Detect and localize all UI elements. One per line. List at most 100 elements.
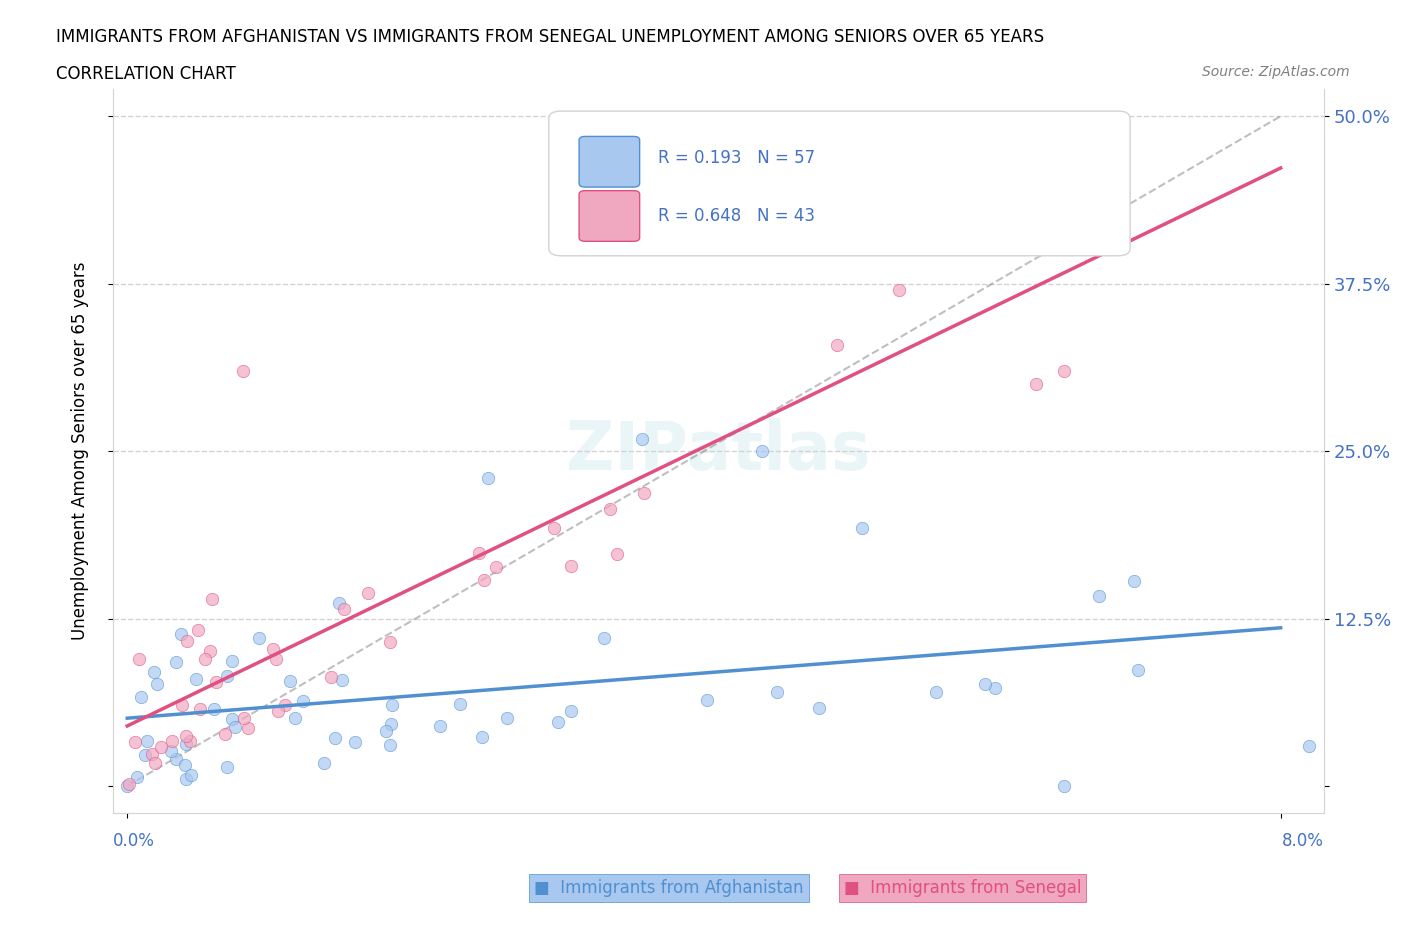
Text: R = 0.648   N = 43: R = 0.648 N = 43 bbox=[658, 207, 815, 225]
Text: Source: ZipAtlas.com: Source: ZipAtlas.com bbox=[1202, 65, 1350, 79]
Point bbox=[278, 673, 301, 688]
Point bbox=[160, 733, 183, 748]
Point bbox=[468, 546, 491, 561]
Point bbox=[198, 644, 221, 658]
Point bbox=[472, 572, 495, 587]
Point bbox=[606, 547, 628, 562]
Point bbox=[449, 697, 471, 711]
Point bbox=[194, 652, 217, 667]
Point bbox=[1088, 589, 1111, 604]
Point bbox=[631, 432, 654, 446]
Point bbox=[751, 444, 773, 458]
Point bbox=[232, 364, 254, 379]
Point bbox=[496, 711, 519, 725]
Point bbox=[141, 746, 163, 761]
Point bbox=[319, 670, 342, 684]
Point bbox=[165, 752, 187, 767]
Point bbox=[188, 701, 211, 716]
Point bbox=[314, 755, 336, 770]
Point bbox=[201, 591, 224, 606]
Point bbox=[187, 622, 209, 637]
Point bbox=[485, 560, 508, 575]
Text: 0.0%: 0.0% bbox=[112, 832, 155, 850]
Point bbox=[150, 740, 173, 755]
Point bbox=[180, 767, 202, 782]
Point bbox=[134, 747, 156, 762]
Point bbox=[333, 601, 356, 616]
Y-axis label: Unemployment Among Seniors over 65 years: Unemployment Among Seniors over 65 years bbox=[72, 262, 89, 641]
Point bbox=[851, 520, 873, 535]
Point bbox=[1123, 574, 1146, 589]
FancyBboxPatch shape bbox=[579, 137, 640, 187]
Point bbox=[471, 729, 494, 744]
Text: 8.0%: 8.0% bbox=[1282, 832, 1324, 850]
Point bbox=[328, 596, 350, 611]
Point bbox=[1033, 232, 1056, 246]
Point bbox=[267, 703, 290, 718]
Text: CORRELATION CHART: CORRELATION CHART bbox=[56, 65, 236, 83]
Point bbox=[247, 631, 270, 645]
Point bbox=[214, 727, 236, 742]
Point bbox=[124, 735, 146, 750]
Point bbox=[264, 652, 287, 667]
Point bbox=[135, 734, 157, 749]
Point bbox=[560, 559, 582, 574]
Point bbox=[146, 676, 169, 691]
Point bbox=[224, 719, 246, 734]
Point bbox=[143, 665, 166, 680]
Point bbox=[221, 654, 243, 669]
Point bbox=[170, 627, 193, 642]
Point bbox=[1053, 364, 1076, 379]
Point bbox=[215, 669, 238, 684]
Point bbox=[381, 698, 404, 712]
Point bbox=[215, 760, 238, 775]
Point bbox=[547, 714, 569, 729]
Point bbox=[221, 711, 243, 726]
Point bbox=[375, 724, 398, 738]
Point bbox=[202, 701, 225, 716]
Text: IMMIGRANTS FROM AFGHANISTAN VS IMMIGRANTS FROM SENEGAL UNEMPLOYMENT AMONG SENIOR: IMMIGRANTS FROM AFGHANISTAN VS IMMIGRANT… bbox=[56, 28, 1045, 46]
Point bbox=[357, 586, 380, 601]
Point bbox=[128, 651, 150, 666]
Point bbox=[477, 471, 499, 485]
Text: ZIPatlas: ZIPatlas bbox=[567, 418, 870, 485]
Point bbox=[236, 721, 259, 736]
Point bbox=[127, 770, 149, 785]
Point bbox=[1298, 738, 1320, 753]
Point bbox=[117, 778, 139, 793]
Point bbox=[325, 731, 347, 746]
FancyBboxPatch shape bbox=[548, 111, 1130, 256]
Point bbox=[380, 717, 402, 732]
Point bbox=[765, 684, 787, 699]
Point bbox=[283, 711, 305, 725]
Point bbox=[825, 338, 848, 352]
Point bbox=[560, 703, 582, 718]
Point bbox=[143, 755, 166, 770]
Point bbox=[1053, 778, 1076, 793]
Point bbox=[176, 634, 198, 649]
Point bbox=[129, 689, 152, 704]
Point bbox=[378, 738, 401, 753]
Point bbox=[378, 634, 401, 649]
Point bbox=[174, 772, 197, 787]
Point bbox=[1025, 377, 1047, 392]
Point bbox=[184, 671, 207, 686]
Point bbox=[1126, 663, 1149, 678]
Point bbox=[633, 485, 655, 500]
Point bbox=[233, 711, 256, 725]
Point bbox=[344, 735, 367, 750]
Point bbox=[984, 681, 1007, 696]
Point bbox=[808, 700, 831, 715]
Point bbox=[262, 642, 284, 657]
Point bbox=[925, 684, 948, 699]
Point bbox=[429, 719, 451, 734]
FancyBboxPatch shape bbox=[579, 191, 640, 241]
Point bbox=[592, 631, 614, 645]
Point bbox=[159, 744, 181, 759]
Point bbox=[291, 694, 314, 709]
Point bbox=[543, 521, 565, 536]
Point bbox=[174, 757, 197, 772]
Point bbox=[330, 673, 353, 688]
Point bbox=[205, 674, 228, 689]
Point bbox=[599, 501, 621, 516]
